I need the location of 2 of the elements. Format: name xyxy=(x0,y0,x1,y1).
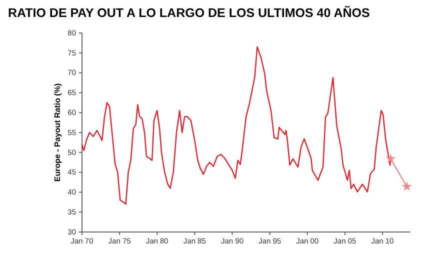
y-axis-title: Europe - Payout Ratio (%) xyxy=(53,83,62,182)
chart-title: RATIO DE PAY OUT A LO LARGO DE LOS ULTIMOS 40 AÑOS xyxy=(8,5,370,20)
